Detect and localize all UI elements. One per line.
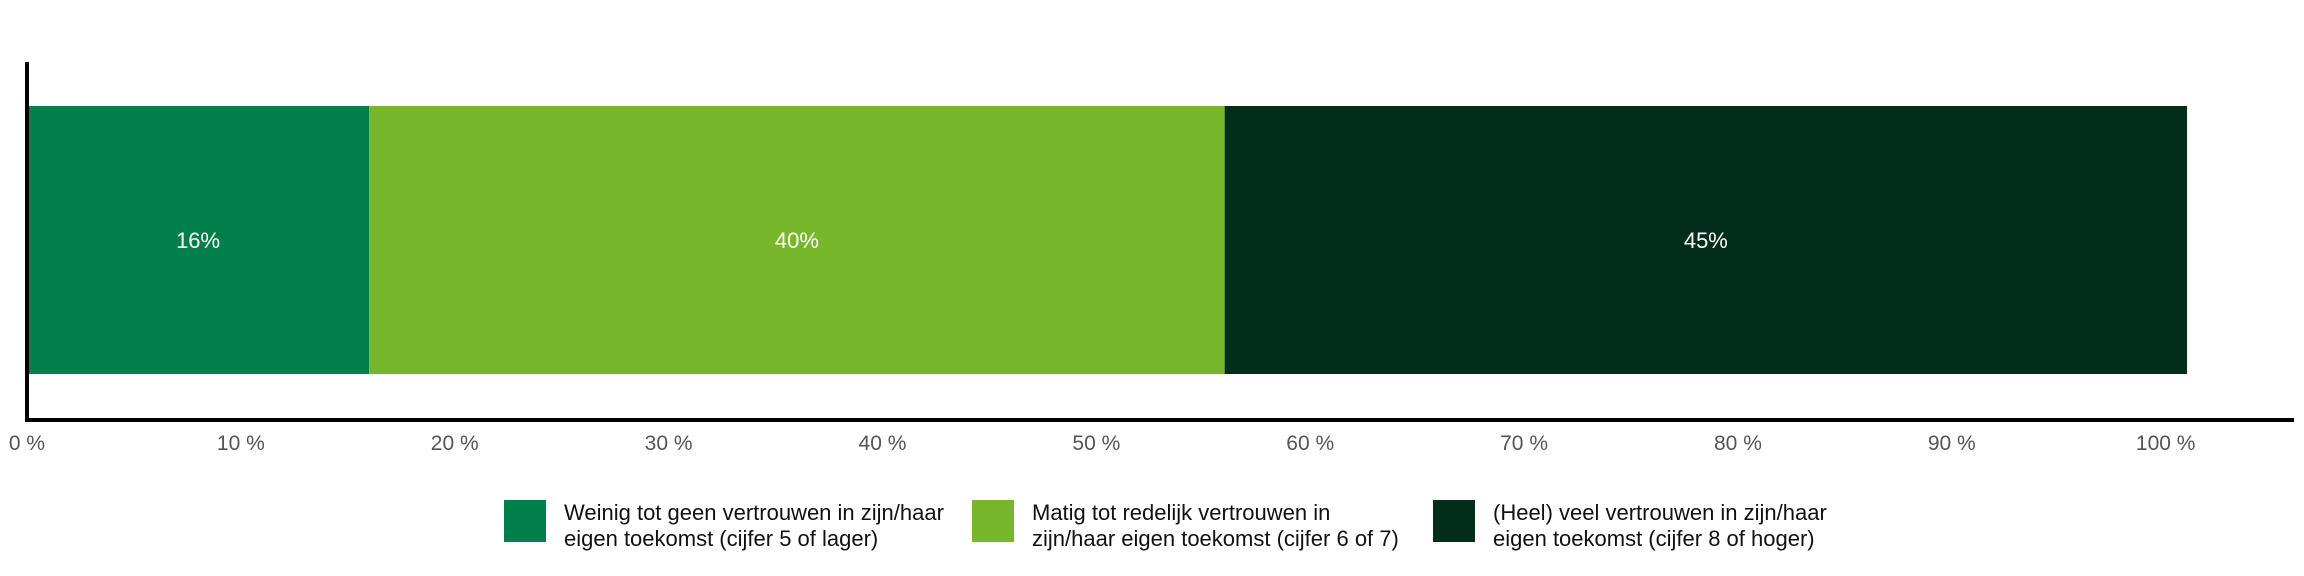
legend-swatch-medium [972, 500, 1014, 542]
x-tick-label: 40 % [859, 432, 907, 455]
legend-label-low: Weinig tot geen vertrouwen in zijn/haar … [564, 500, 944, 551]
x-tick-label: 80 % [1714, 432, 1762, 455]
legend-item-high: (Heel) veel vertrouwen in zijn/haar eige… [1433, 500, 1863, 552]
x-tick-label: 60 % [1286, 432, 1334, 455]
stacked-bar-chart: 16% 40% 45% 0 % 10 % 20 % 30 % 40 % 50 % 60 % 70 … [9, 62, 2294, 455]
x-tick-label: 20 % [431, 432, 479, 455]
bar-segment-high [1224, 106, 2188, 374]
x-tick-label: 0 % [9, 432, 45, 455]
bar-segment-low [27, 106, 370, 374]
x-tick-label: 30 % [645, 432, 693, 455]
data-label-high: 45% [1684, 228, 1728, 253]
legend-label-medium: Matig tot redelijk vertrouwen in zijn/ha… [1032, 500, 1399, 551]
legend-swatch-low [504, 500, 546, 542]
legend-item-low: Weinig tot geen vertrouwen in zijn/haar … [504, 500, 954, 552]
bar-segment-medium [369, 106, 1225, 374]
data-label-low: 16% [176, 228, 220, 253]
legend-label-high: (Heel) veel vertrouwen in zijn/haar eige… [1493, 500, 1827, 551]
legend: Weinig tot geen vertrouwen in zijn/haar … [504, 500, 1881, 552]
data-label-medium: 40% [775, 228, 819, 253]
legend-item-medium: Matig tot redelijk vertrouwen in zijn/ha… [972, 500, 1415, 552]
x-tick-label: 70 % [1500, 432, 1548, 455]
x-tick-label: 10 % [217, 432, 265, 455]
bar-label-group: 16% 40% 45% [176, 228, 1728, 253]
bar-group [27, 106, 2188, 374]
x-tick-label: 50 % [1072, 432, 1120, 455]
legend-swatch-high [1433, 500, 1475, 542]
x-tick-label: 90 % [1928, 432, 1976, 455]
x-tick-label: 100 % [2136, 432, 2196, 455]
x-tick-label-group: 0 % 10 % 20 % 30 % 40 % 50 % 60 % 70 % 80 % 90 % 1… [9, 432, 2196, 455]
